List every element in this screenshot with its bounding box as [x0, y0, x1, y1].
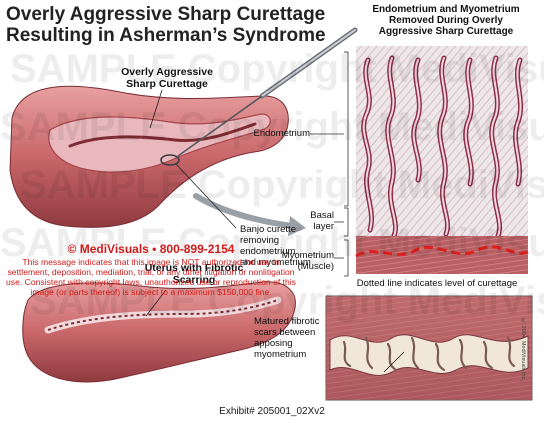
notice-heading: © MediVisuals • 800-899-2154 [67, 242, 235, 256]
uterus-curettage-illustration [9, 85, 289, 228]
curettage-label: Overly Aggressive Sharp Curettage [121, 66, 213, 90]
uterus-fibrotic-label: Uterus with Fibrotic Scarring [144, 262, 244, 286]
banjo-curette-icon [160, 27, 358, 166]
dotted-line-label: Dotted line indicates level of curettage [356, 278, 518, 289]
myometrium-label: Myometrium (Muscle) [281, 250, 334, 272]
curved-arrow-icon [193, 193, 295, 229]
fibrotic-scars-label: Matured fibrotic scars between apposing … [254, 316, 320, 360]
layer-brackets [310, 51, 349, 277]
inset-copyright-label: © 2004, MediVisuals Inc. [520, 318, 526, 381]
right-panel-title: Endometrium and Myometrium Removed Durin… [372, 4, 520, 37]
myometrium-layer [356, 236, 528, 274]
fibrotic-scar-inset [325, 295, 533, 401]
page-title: Overly Aggressive Sharp Curettage Result… [6, 4, 336, 46]
arrow-head-icon [288, 216, 306, 236]
curettage-level-line [355, 245, 529, 258]
basal-layer-label: Basal layer [310, 210, 334, 232]
title-line-1: Overly Aggressive Sharp Curettage [6, 4, 326, 25]
copyright-notice: © MediVisuals • 800-899-2154 This messag… [6, 242, 296, 297]
curette-label: Banjo curette removing endometrium and m… [240, 224, 311, 268]
exhibit-number: Exhibit# 205001_02Xv2 [219, 406, 325, 417]
title-line-2: Resulting in Asherman’s Syndrome [6, 25, 326, 46]
endometrium-label: Endometrium [253, 128, 311, 139]
scarred-uterus-illustration [22, 281, 296, 383]
endometrium-cross-section [355, 46, 529, 274]
notice-body: This message indicates that this image i… [6, 257, 296, 297]
leader-lines [145, 89, 237, 317]
